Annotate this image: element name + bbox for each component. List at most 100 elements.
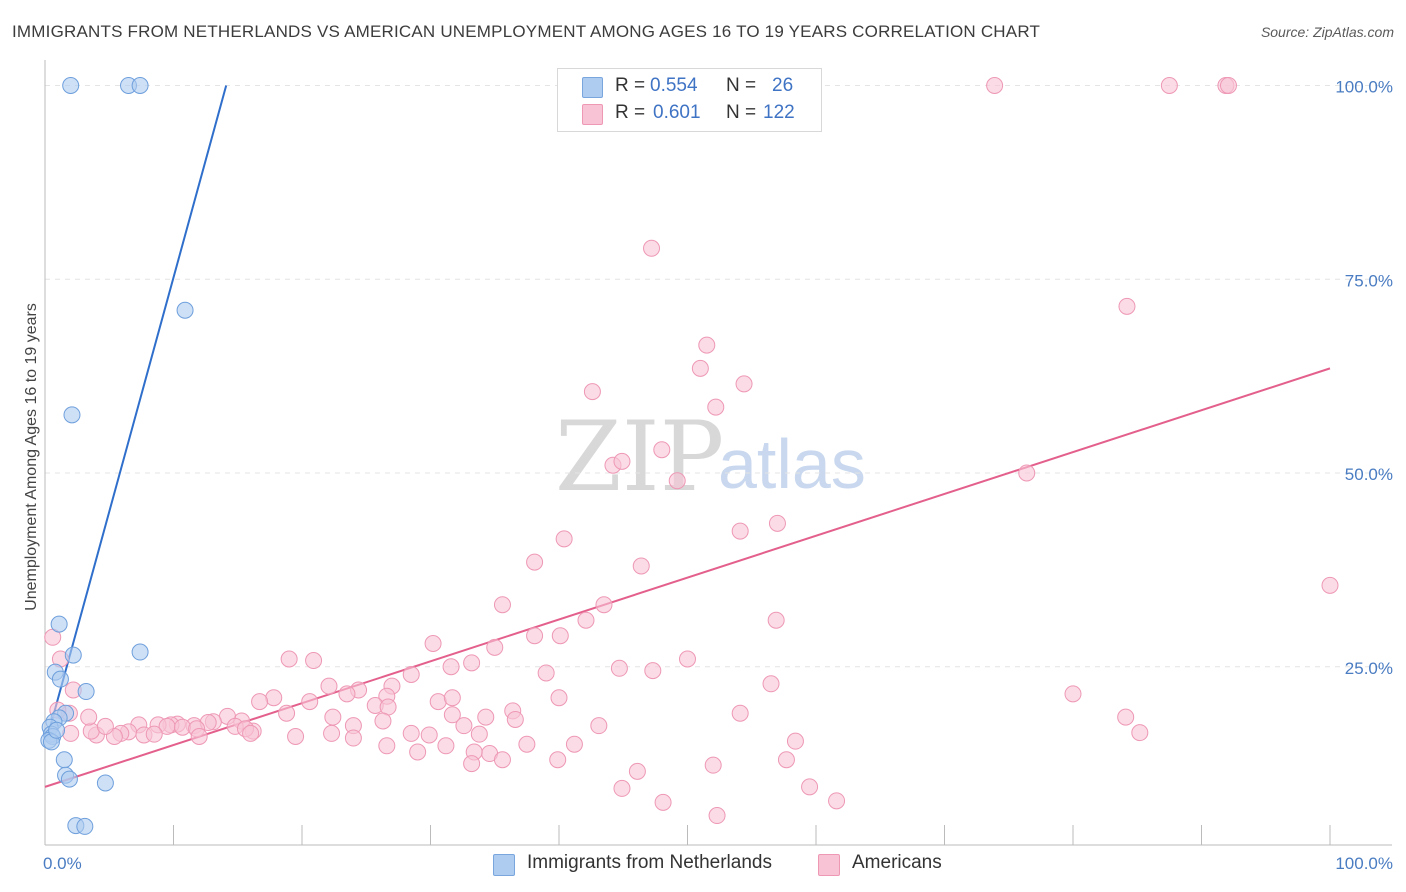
point-americans (551, 627, 569, 645)
x-tick-label: 100.0% (1335, 854, 1393, 873)
point-americans (691, 359, 709, 377)
point-americans (378, 737, 396, 755)
point-americans (402, 724, 420, 742)
point-americans (280, 650, 298, 668)
series-legend-americans[interactable]: Americans (818, 852, 968, 878)
point-americans (493, 751, 511, 769)
point-americans (707, 398, 725, 416)
point-netherlands (131, 643, 149, 661)
point-netherlands (48, 721, 66, 739)
point-americans (278, 704, 296, 722)
point-americans (1131, 724, 1149, 742)
legend-row-americans: R = 0.601 N = 122 (558, 100, 821, 128)
point-americans (654, 793, 672, 811)
point-americans (506, 710, 524, 728)
y-axis-label: Unemployment Among Ages 16 to 19 years (23, 303, 40, 611)
point-americans (708, 807, 726, 825)
legend-r-label: R = (615, 75, 646, 96)
point-americans (643, 239, 661, 257)
point-americans (324, 708, 342, 726)
series-legend-netherlands[interactable]: Immigrants from Netherlands (493, 852, 803, 878)
point-americans (463, 755, 481, 773)
series-swatch-americans (818, 854, 840, 876)
point-netherlands (63, 406, 81, 424)
point-americans (338, 685, 356, 703)
point-americans (549, 751, 567, 769)
point-netherlands (131, 77, 149, 94)
point-americans (526, 627, 544, 645)
point-americans (1219, 77, 1237, 94)
point-americans (1118, 297, 1136, 315)
point-americans (80, 708, 98, 726)
point-americans (613, 452, 631, 470)
legend-r-value-americans: 0.601 (653, 102, 701, 123)
point-americans (463, 654, 481, 672)
data-points (40, 77, 1339, 835)
point-americans (583, 383, 601, 401)
point-americans (555, 530, 573, 548)
correlation-legend: R = 0.554 N = 26 R = 0.601 N = 122 (557, 68, 822, 132)
point-americans (62, 724, 80, 742)
point-americans (828, 792, 846, 810)
point-americans (320, 677, 338, 695)
point-americans (801, 778, 819, 796)
point-americans (443, 706, 461, 724)
point-americans (145, 725, 163, 743)
point-americans (190, 728, 208, 745)
point-americans (442, 658, 460, 676)
y-tick-label: 25.0% (1345, 659, 1393, 678)
point-americans (443, 689, 461, 707)
point-americans (1160, 77, 1178, 94)
legend-swatch-americans (582, 104, 603, 125)
series-label-americans: Americans (852, 852, 942, 873)
point-americans (486, 638, 504, 656)
point-netherlands (55, 751, 73, 769)
point-americans (550, 689, 568, 707)
point-americans (455, 717, 473, 735)
point-americans (96, 717, 114, 735)
source-credit: Source: ZipAtlas.com (1260, 24, 1394, 40)
point-americans (251, 693, 269, 711)
axes (44, 60, 1392, 846)
point-americans (301, 693, 319, 711)
point-americans (628, 762, 646, 780)
point-americans (590, 717, 608, 735)
point-americans (767, 611, 785, 629)
y-tick-label: 50.0% (1345, 465, 1393, 484)
gridlines (45, 85, 1392, 668)
point-americans (632, 557, 650, 575)
point-netherlands (77, 683, 95, 701)
point-americans (1018, 464, 1036, 482)
legend-r-label: R = (615, 102, 646, 123)
point-netherlands (176, 301, 194, 319)
point-netherlands (76, 817, 94, 835)
legend-r-value-netherlands: 0.554 (650, 75, 698, 96)
point-netherlands (60, 770, 78, 788)
point-americans (1064, 685, 1082, 703)
point-netherlands (96, 774, 114, 792)
point-americans (653, 441, 671, 459)
point-americans (768, 514, 786, 532)
y-tick-label: 100.0% (1335, 78, 1393, 97)
point-americans (424, 635, 442, 652)
point-americans (374, 712, 392, 730)
point-americans (242, 724, 260, 742)
point-americans (344, 729, 362, 747)
point-netherlands (51, 670, 69, 688)
point-americans (173, 718, 191, 736)
point-netherlands (64, 646, 82, 664)
point-americans (420, 726, 438, 744)
point-americans (613, 779, 631, 797)
y-tick-labels: 25.0% 50.0% 75.0% 100.0% (1335, 78, 1393, 678)
y-tick-label: 75.0% (1345, 271, 1393, 290)
watermark: ZIP atlas (555, 401, 866, 513)
point-americans (518, 735, 536, 753)
point-americans (565, 735, 583, 753)
legend-row-netherlands: R = 0.554 N = 26 (558, 73, 821, 101)
legend-n-label: N = (726, 102, 757, 123)
point-americans (493, 596, 511, 614)
x-tick-labels: 0.0% 100.0% (43, 854, 1393, 873)
point-americans (287, 728, 305, 745)
point-americans (704, 756, 722, 774)
